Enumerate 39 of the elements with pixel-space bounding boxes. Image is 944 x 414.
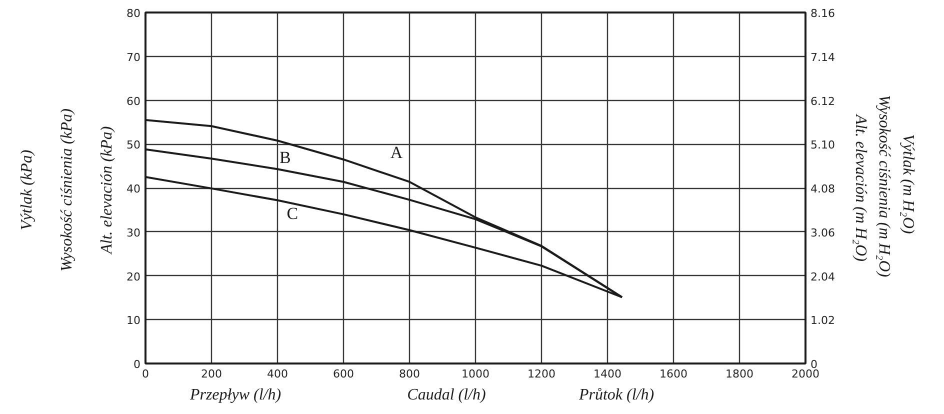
x-tick-label: 800 — [399, 368, 420, 380]
series-label: A — [390, 143, 404, 162]
y2-tick-label: 3.06 — [810, 226, 835, 240]
x-tick-label: 1800 — [726, 368, 754, 380]
x-tick-label: 600 — [333, 368, 354, 380]
text: Wysokość ciśnienia (kPa) — [58, 108, 76, 272]
text: Výtlak (kPa) — [18, 150, 36, 230]
text: Výtlak (m H₂O) — [900, 134, 916, 234]
text: Průtok (l/h) — [578, 386, 654, 404]
y2-tick-label: 5.10 — [810, 138, 835, 152]
series-label: B — [280, 148, 291, 168]
y-tick-label: 80 — [126, 7, 141, 20]
x-axis-title: Caudal (l/h) — [407, 386, 486, 404]
y-tick-label: 40 — [126, 182, 141, 196]
y-tick-label: 10 — [126, 314, 141, 328]
text: Przepływ (l/h) — [188, 386, 282, 404]
series-label: C — [286, 204, 298, 223]
x-tick-label: 1200 — [528, 368, 556, 380]
y-tick-label: 60 — [126, 94, 141, 108]
y-tick-label: 20 — [126, 270, 141, 284]
x-tick-label: 200 — [201, 368, 222, 380]
y-tick-label: 50 — [126, 138, 141, 152]
y-tick-label: 70 — [126, 50, 141, 64]
y2-tick-label: 7.14 — [810, 50, 835, 64]
y2-tick-label: 4.08 — [810, 182, 835, 196]
x-tick-label: 0 — [142, 368, 149, 380]
text: Wysokość ciśnienia (m H₂O) — [876, 94, 892, 278]
y2-axis-title: Alt. elevación (m H₂O) — [852, 114, 869, 262]
y2-tick-label: 6.12 — [810, 94, 835, 108]
x-tick-label: 400 — [267, 368, 288, 380]
y2-tick-label: 2.04 — [810, 270, 835, 284]
y2-tick-label: 8.16 — [810, 7, 835, 20]
y-axis-title: Alt. elevación (kPa) — [98, 126, 116, 255]
x-tick-label: 1600 — [660, 368, 688, 380]
x-tick-label: 1400 — [594, 368, 622, 380]
x-tick-label: 1000 — [462, 368, 490, 380]
y-tick-label: 30 — [126, 226, 141, 240]
y2-tick-label: 1.02 — [810, 314, 835, 328]
y-tick-label: 0 — [134, 358, 140, 371]
